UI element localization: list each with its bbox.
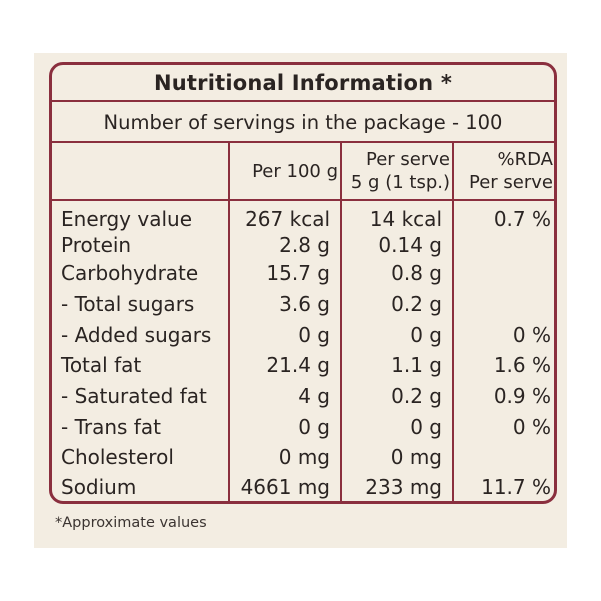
table-row: Carbohydrate 15.7 g 0.8 g bbox=[52, 258, 554, 288]
value-per100: 0 mg bbox=[278, 445, 330, 469]
nutrient-name: Sodium bbox=[61, 475, 137, 499]
value-perserve: 14 kcal bbox=[369, 207, 442, 231]
nutrient-name: Carbohydrate bbox=[61, 261, 199, 285]
table-row: Cholesterol 0 mg 0 mg bbox=[52, 442, 554, 472]
column-header-sublabel: Per serve bbox=[469, 172, 553, 193]
column-divider bbox=[452, 143, 454, 501]
column-header-perserve: Per serve 5 g (1 tsp.) bbox=[344, 145, 450, 197]
column-divider bbox=[228, 143, 230, 501]
table-row: - Saturated fat 4 g 0.2 g 0.9 % bbox=[52, 381, 554, 411]
value-per100: 0 g bbox=[298, 415, 330, 439]
value-perserve: 0.14 g bbox=[378, 233, 442, 257]
column-header-label: %RDA bbox=[497, 149, 553, 170]
value-perserve: 0.2 g bbox=[391, 292, 442, 316]
table-row: Protein 2.8 g 0.14 g bbox=[52, 230, 554, 260]
value-perserve: 0 mg bbox=[390, 445, 442, 469]
footnote: *Approximate values bbox=[55, 515, 207, 531]
column-divider bbox=[340, 143, 342, 501]
label-panel bbox=[34, 53, 567, 548]
value-rda: 1.6 % bbox=[493, 353, 551, 377]
nutrient-name: Energy value bbox=[61, 207, 193, 231]
value-perserve: 0.8 g bbox=[391, 261, 442, 285]
value-per100: 267 kcal bbox=[245, 207, 330, 231]
table-row: - Total sugars 3.6 g 0.2 g bbox=[52, 289, 554, 319]
table-row: - Added sugars 0 g 0 g 0 % bbox=[52, 320, 554, 350]
table-row: Energy value 267 kcal 14 kcal 0.7 % bbox=[52, 204, 554, 234]
value-per100: 3.6 g bbox=[279, 292, 330, 316]
value-perserve: 1.1 g bbox=[391, 353, 442, 377]
table-row: - Trans fat 0 g 0 g 0 % bbox=[52, 412, 554, 442]
table-row: Sodium 4661 mg 233 mg 11.7 % bbox=[52, 472, 554, 501]
value-perserve: 0 g bbox=[410, 415, 442, 439]
table-row: Total fat 21.4 g 1.1 g 1.6 % bbox=[52, 350, 554, 380]
column-header-rda: %RDA Per serve bbox=[456, 145, 553, 197]
column-header-sublabel: 5 g (1 tsp.) bbox=[350, 172, 450, 193]
divider bbox=[52, 141, 554, 143]
column-header-label: Per 100 g bbox=[252, 160, 338, 182]
nutrient-name: - Total sugars bbox=[61, 292, 195, 316]
nutrition-table: Nutritional Information * Number of serv… bbox=[49, 62, 557, 504]
nutrient-name: - Trans fat bbox=[61, 415, 161, 439]
column-header-per100: Per 100 g bbox=[232, 145, 338, 197]
value-perserve: 0.2 g bbox=[391, 384, 442, 408]
nutrient-name: Protein bbox=[61, 233, 132, 257]
value-rda: 0.9 % bbox=[493, 384, 551, 408]
divider bbox=[52, 100, 554, 102]
value-perserve: 0 g bbox=[410, 323, 442, 347]
divider bbox=[52, 199, 554, 201]
value-rda: 11.7 % bbox=[481, 475, 551, 499]
value-perserve: 233 mg bbox=[365, 475, 442, 499]
nutrient-name: Total fat bbox=[61, 353, 142, 377]
nutrient-name: - Added sugars bbox=[61, 323, 212, 347]
value-per100: 21.4 g bbox=[266, 353, 330, 377]
nutrient-name: Cholesterol bbox=[61, 445, 174, 469]
value-rda: 0 % bbox=[512, 323, 551, 347]
servings-line: Number of servings in the package - 100 bbox=[103, 110, 503, 134]
value-per100: 15.7 g bbox=[266, 261, 330, 285]
value-per100: 0 g bbox=[298, 323, 330, 347]
column-header-label: Per serve bbox=[366, 149, 450, 170]
value-per100: 2.8 g bbox=[279, 233, 330, 257]
value-rda: 0 % bbox=[512, 415, 551, 439]
table-title: Nutritional Information * bbox=[153, 70, 453, 95]
value-per100: 4 g bbox=[298, 384, 330, 408]
value-per100: 4661 mg bbox=[240, 475, 330, 499]
nutrient-name: - Saturated fat bbox=[61, 384, 207, 408]
value-rda: 0.7 % bbox=[493, 207, 551, 231]
